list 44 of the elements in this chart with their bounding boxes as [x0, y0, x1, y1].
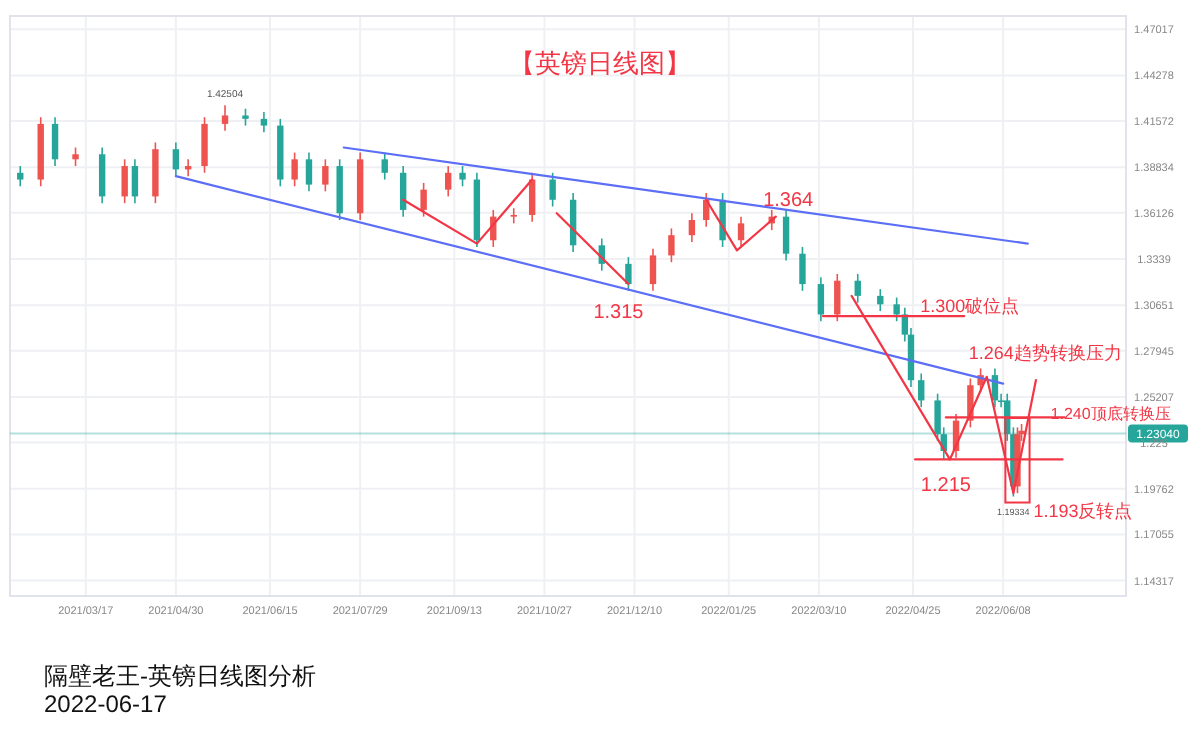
candlestick — [549, 172, 556, 208]
candlestick — [201, 116, 208, 174]
candlestick — [260, 111, 268, 134]
text: 隔壁老王-英镑日线图分析 — [44, 662, 316, 690]
candlestick — [893, 296, 900, 322]
candlestick — [918, 372, 925, 408]
candlestick — [305, 151, 313, 193]
candlestick — [131, 158, 139, 204]
candlestick — [381, 151, 388, 181]
candlestick — [737, 215, 745, 248]
candlestick — [445, 165, 452, 198]
candlestick — [399, 165, 407, 218]
annotation: 1.364 — [763, 189, 815, 212]
candlestick — [98, 146, 106, 204]
annotation: 1.264趋势转换压力 — [968, 342, 1122, 363]
annotation: 1.315 — [593, 302, 645, 325]
candlestick — [668, 227, 675, 263]
candlestick — [51, 116, 59, 167]
candlestick — [336, 158, 343, 221]
candlestick — [817, 276, 825, 322]
candlestick — [72, 146, 79, 167]
annotation: 1.193反转点 — [1033, 500, 1133, 521]
candlestick — [152, 141, 159, 204]
candlestick — [854, 273, 861, 304]
candlestick — [322, 158, 329, 193]
candlestick — [17, 165, 24, 188]
candlestick — [688, 212, 696, 243]
annotation: 1.215 — [920, 475, 972, 498]
candlestick — [459, 165, 466, 188]
annotation: 1.300破位点 — [920, 296, 1020, 317]
candlestick — [420, 182, 427, 218]
candlestick — [799, 246, 806, 292]
candlestick — [782, 209, 790, 262]
candlestick — [172, 141, 180, 177]
annotation: 1.240顶底转换压 — [1050, 405, 1171, 424]
candlestick — [834, 273, 841, 322]
candlestick — [221, 104, 229, 132]
text: 【英镑日线图】 — [509, 48, 691, 78]
candlestick — [291, 151, 298, 188]
candlestick — [649, 247, 657, 292]
text: 2022-06-17 — [44, 690, 168, 718]
candlestick — [625, 256, 632, 292]
candlestick — [510, 207, 517, 225]
candlestick — [121, 158, 128, 204]
